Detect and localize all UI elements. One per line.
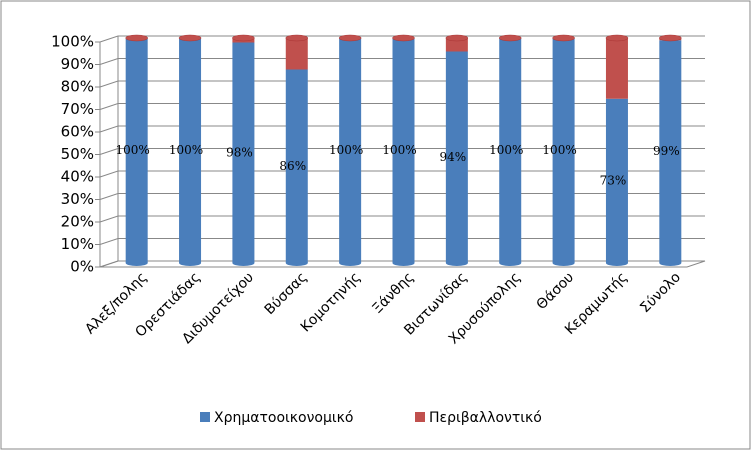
bar-segment xyxy=(605,98,628,263)
legend-label: Περιβαλλοντικό xyxy=(429,410,542,426)
bar-segment xyxy=(232,42,255,263)
bar-cap xyxy=(338,34,362,42)
bar-segment xyxy=(392,38,415,263)
bar-cap xyxy=(605,34,629,42)
y-tick-label: 100% xyxy=(51,33,94,51)
data-label: 100% xyxy=(489,143,523,157)
data-label: 94% xyxy=(440,150,467,164)
y-tick-label: 10% xyxy=(61,235,94,253)
y-tick-label: 70% xyxy=(61,100,94,118)
data-label: 100% xyxy=(329,143,363,157)
y-tick-label: 30% xyxy=(61,190,94,208)
data-label: 100% xyxy=(116,143,150,157)
bar-cap xyxy=(498,34,522,42)
data-label: 98% xyxy=(226,145,253,159)
bar-segment xyxy=(499,38,522,263)
bar-segment xyxy=(445,51,468,263)
legend-swatch xyxy=(415,412,425,422)
y-tick-label: 80% xyxy=(61,78,94,96)
y-tick-label: 60% xyxy=(61,123,94,141)
y-tick-label: 20% xyxy=(61,213,94,231)
bar-cap xyxy=(392,34,415,42)
data-label: 99% xyxy=(653,144,680,158)
y-tick-label: 90% xyxy=(61,55,94,73)
bar-cap xyxy=(232,34,255,42)
y-tick-label: 50% xyxy=(61,145,94,163)
data-label: 100% xyxy=(382,143,416,157)
bar-segment xyxy=(125,38,148,263)
bar-cap xyxy=(659,34,682,42)
bar-cap xyxy=(125,34,148,42)
bar-segment xyxy=(179,38,202,263)
bar-segment xyxy=(605,38,628,99)
bar-segment xyxy=(445,38,468,52)
bar-cap xyxy=(552,34,575,42)
bar-cap xyxy=(178,34,202,42)
bar-segment xyxy=(552,38,575,263)
data-label: 86% xyxy=(279,159,306,173)
y-tick-label: 40% xyxy=(61,168,94,186)
bar-cap xyxy=(285,34,309,42)
legend-swatch xyxy=(200,412,210,422)
data-label: 100% xyxy=(169,143,203,157)
bar-segment xyxy=(659,40,682,263)
data-label: 100% xyxy=(542,143,576,157)
data-label: 73% xyxy=(600,173,627,187)
legend-label: Χρηματοοικονομικό xyxy=(214,410,353,426)
y-tick-label: 0% xyxy=(70,258,94,276)
bar-segment xyxy=(285,69,308,263)
bar-segment xyxy=(339,38,362,263)
bar-cap xyxy=(445,34,469,42)
bar-segment xyxy=(285,38,308,70)
